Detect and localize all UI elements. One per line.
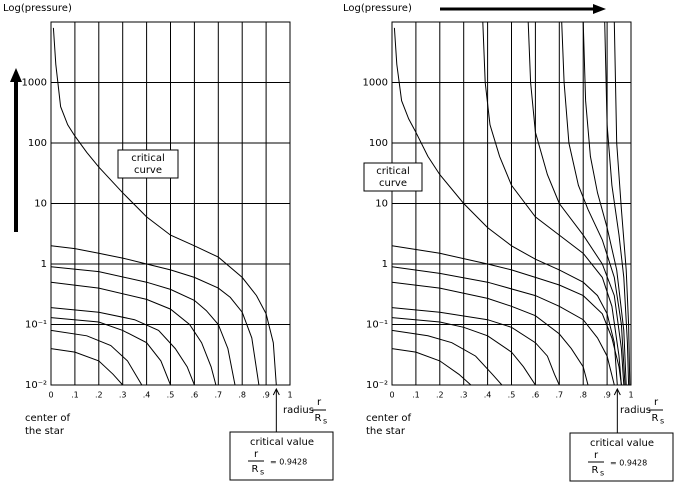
x-tick-label: .1 <box>71 391 79 400</box>
x-tick-label: .7 <box>214 391 222 400</box>
curve <box>561 21 626 386</box>
y-tick-label: 100 <box>28 138 47 149</box>
origin-label: the star <box>366 426 406 437</box>
frac-num: r <box>654 397 659 408</box>
frac-den: R <box>652 413 659 424</box>
x-tick-label: .9 <box>603 391 611 400</box>
curve <box>393 27 618 386</box>
curve <box>50 348 124 386</box>
y-tick-label: 1 <box>41 259 47 270</box>
curve-label: curve <box>379 178 407 189</box>
y-tick-label: 1000 <box>363 78 388 89</box>
curve <box>391 266 615 386</box>
curve <box>391 348 472 386</box>
origin-label: center of <box>25 413 70 424</box>
x-tick-label: 0 <box>389 391 394 400</box>
y-tick-label: 10⁻¹ <box>366 320 388 331</box>
critical-value: = 0.9428 <box>270 458 307 467</box>
value-box <box>229 431 334 481</box>
x-tick-label: .1 <box>412 391 420 400</box>
curve-label: critical <box>131 153 165 164</box>
x-tick-label: .4 <box>143 391 151 400</box>
curve <box>391 281 589 386</box>
y-tick-label: 10⁻² <box>366 380 388 391</box>
curve <box>391 329 503 386</box>
frac-num: r <box>254 449 259 460</box>
curve <box>52 27 277 386</box>
x-tick-label: .2 <box>95 391 103 400</box>
curve <box>50 307 195 386</box>
curve <box>50 245 260 386</box>
frac-num: r <box>317 397 322 408</box>
critical-value: = 0.9428 <box>610 459 647 468</box>
x-tick-label: .6 <box>532 391 540 400</box>
frac-sub: s <box>600 469 604 478</box>
x-tick-label: .5 <box>508 391 516 400</box>
curve <box>50 329 143 386</box>
curve <box>613 21 631 386</box>
frac-den: R <box>315 413 322 424</box>
x-axis-label: radius <box>283 405 314 416</box>
curve-label: curve <box>134 165 162 176</box>
curve <box>50 317 171 386</box>
frac-sub: s <box>323 417 327 426</box>
y-tick-label: 10⁻² <box>25 380 47 391</box>
arrow-head <box>10 68 22 82</box>
curve <box>391 317 536 386</box>
y-tick-label: 100 <box>369 138 388 149</box>
x-tick-label: .4 <box>484 391 492 400</box>
x-tick-label: .8 <box>238 391 246 400</box>
y-axis-label: Log(pressure) <box>343 3 412 14</box>
x-tick-label: .3 <box>460 391 468 400</box>
x-tick-label: .6 <box>191 391 199 400</box>
y-axis-label: Log(pressure) <box>3 3 72 14</box>
frac-den: R <box>252 464 259 475</box>
critical-arrow-head <box>613 387 621 396</box>
curve <box>604 21 630 386</box>
curve <box>391 245 622 386</box>
y-tick-label: 1000 <box>22 78 47 89</box>
x-tick-label: .5 <box>167 391 175 400</box>
y-tick-label: 10 <box>375 199 388 210</box>
label-box <box>363 162 423 192</box>
y-tick-label: 10⁻¹ <box>25 320 47 331</box>
y-tick-label: 10 <box>34 199 47 210</box>
origin-label: center of <box>366 413 411 424</box>
curve <box>527 21 625 386</box>
curve <box>582 21 627 386</box>
curve <box>482 21 622 386</box>
critical-arrow-head <box>272 387 280 396</box>
x-tick-label: 1 <box>287 391 292 400</box>
arrow-head <box>593 4 606 14</box>
x-tick-label: .9 <box>262 391 270 400</box>
x-tick-label: 1 <box>628 391 633 400</box>
x-tick-label: 0 <box>48 391 53 400</box>
value-box <box>569 432 674 482</box>
x-tick-label: .7 <box>555 391 563 400</box>
frac-sub: s <box>660 417 664 426</box>
curve <box>50 281 217 386</box>
frac-num: r <box>594 450 599 461</box>
box-title: critical value <box>590 438 654 449</box>
origin-label: the star <box>25 426 65 437</box>
curve <box>50 266 236 386</box>
box-title: critical value <box>250 437 314 448</box>
frac-sub: s <box>260 468 264 477</box>
x-tick-label: .2 <box>436 391 444 400</box>
y-tick-label: 1 <box>382 259 388 270</box>
label-box <box>117 149 179 179</box>
x-tick-label: .8 <box>579 391 587 400</box>
frac-den: R <box>592 465 599 476</box>
x-tick-label: .3 <box>119 391 127 400</box>
curve <box>391 307 560 386</box>
curve-label: critical <box>376 166 410 177</box>
x-axis-label: radius <box>620 405 651 416</box>
